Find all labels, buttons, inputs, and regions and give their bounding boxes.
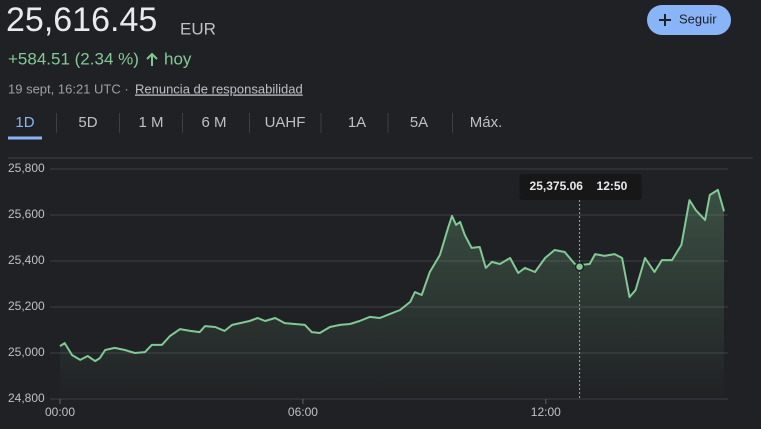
tooltip-value: 25,375.06	[530, 179, 584, 193]
tab[interactable]: 6 M	[201, 114, 226, 131]
price-line	[59, 188, 725, 363]
y-tick-label: 25,600	[8, 207, 45, 221]
tab[interactable]: 1A	[348, 114, 366, 131]
y-tick-label: 25,000	[8, 345, 45, 359]
x-tick-label: 12:00	[531, 405, 561, 419]
tab[interactable]: 1D	[15, 114, 34, 131]
y-tick-label: 25,800	[8, 161, 45, 175]
tab[interactable]: 5A	[410, 114, 428, 131]
x-tick-label: 06:00	[288, 405, 318, 419]
tab[interactable]: 1 M	[138, 114, 163, 131]
price: 25,616.45	[6, 1, 157, 39]
plus-icon	[659, 14, 671, 26]
x-tick-label: 00:00	[45, 405, 75, 419]
tab[interactable]: 5D	[78, 114, 97, 131]
y-tick-label: 25,400	[8, 253, 45, 267]
follow-label[interactable]: Seguir	[679, 11, 717, 26]
tooltip-time: 12:50	[597, 179, 628, 193]
area	[60, 189, 724, 399]
disclaimer-link[interactable]: Renuncia de responsabilidad	[135, 81, 303, 96]
follow-button[interactable]	[647, 5, 731, 35]
tab[interactable]: Máx.	[470, 114, 503, 131]
period: hoy	[164, 49, 192, 68]
change: +584.51 (2.34 %)	[8, 49, 139, 68]
y-tick-label: 24,800	[8, 391, 45, 405]
y-tick-label: 25,200	[8, 299, 45, 313]
up-arrow	[146, 52, 158, 66]
timestamp: 19 sept, 16:21 UTC ·	[8, 81, 129, 96]
currency: EUR	[180, 19, 216, 38]
tab[interactable]: UAHF	[265, 114, 306, 131]
tooltip-box	[519, 174, 642, 200]
hover-dot	[574, 261, 585, 272]
